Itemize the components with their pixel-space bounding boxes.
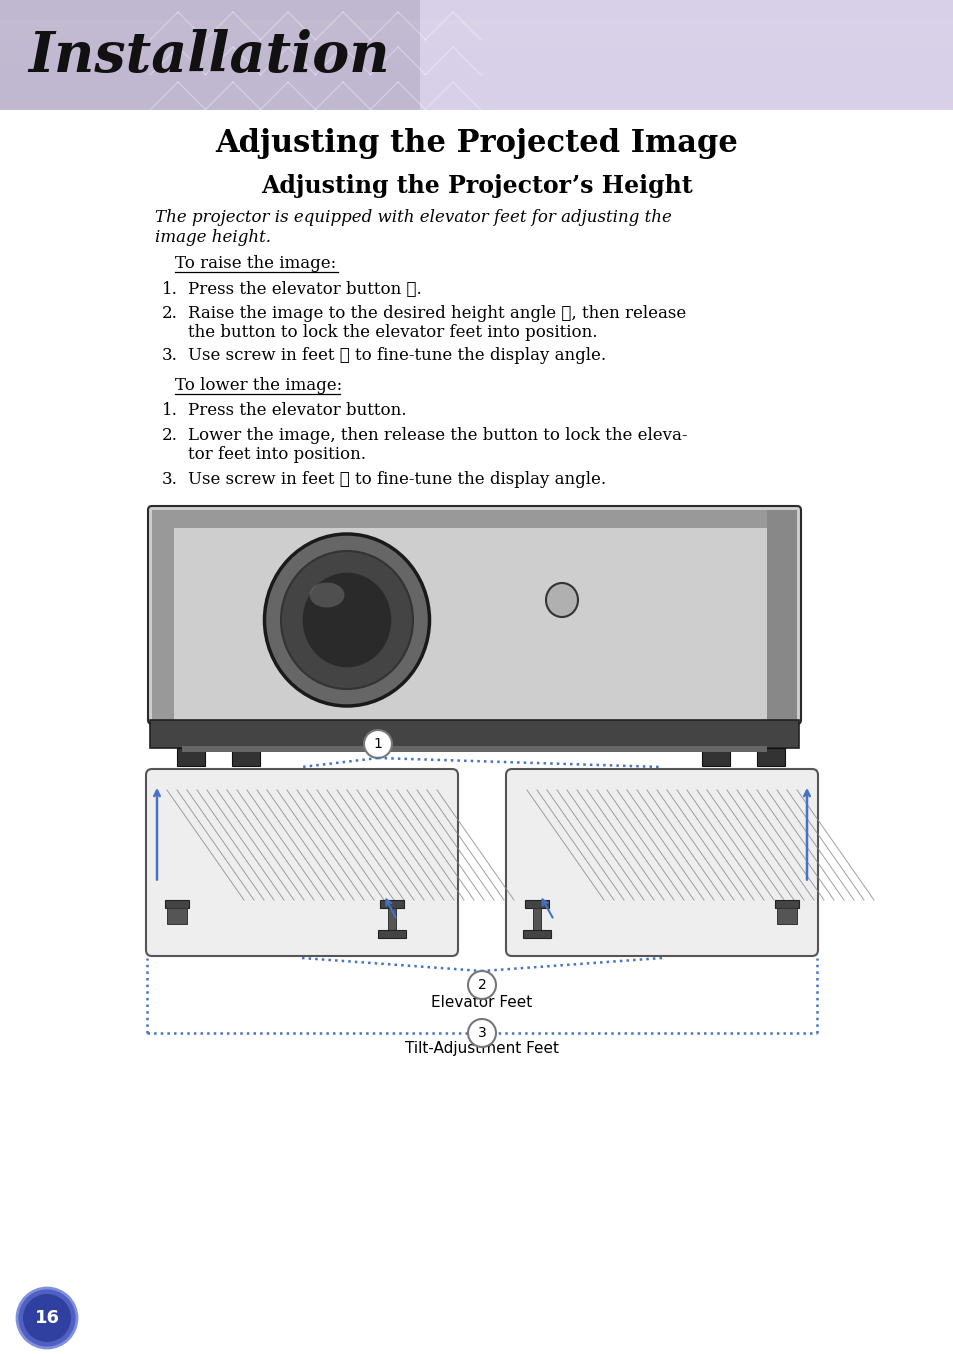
Bar bbox=[0, 43, 953, 47]
Text: image height.: image height. bbox=[154, 229, 271, 246]
Bar bbox=[0, 62, 953, 65]
Text: Elevator Button: Elevator Button bbox=[240, 737, 359, 751]
Bar bbox=[0, 32, 953, 35]
Bar bbox=[0, 107, 953, 110]
Ellipse shape bbox=[302, 571, 392, 668]
Bar bbox=[156, 510, 792, 528]
Ellipse shape bbox=[545, 584, 578, 617]
Text: Use screw in feet ❸ to fine-tune the display angle.: Use screw in feet ❸ to fine-tune the dis… bbox=[188, 471, 605, 487]
Bar bbox=[377, 930, 406, 938]
Bar bbox=[0, 77, 953, 80]
Bar bbox=[0, 26, 953, 28]
Text: Installation: Installation bbox=[28, 28, 389, 84]
Bar bbox=[701, 747, 729, 766]
Text: 2: 2 bbox=[477, 978, 486, 992]
Text: Press the elevator button.: Press the elevator button. bbox=[188, 402, 406, 418]
Text: Raise the image to the desired height angle ❷, then release: Raise the image to the desired height an… bbox=[188, 305, 685, 322]
Bar bbox=[0, 0, 419, 110]
Bar bbox=[0, 97, 953, 102]
Text: Press the elevator button ❶.: Press the elevator button ❶. bbox=[188, 282, 421, 298]
Bar bbox=[0, 56, 953, 60]
Bar bbox=[533, 909, 540, 930]
Bar bbox=[177, 747, 205, 766]
Bar bbox=[0, 102, 953, 104]
Bar bbox=[0, 47, 953, 50]
Bar bbox=[766, 510, 796, 720]
Text: Elevator Feet: Elevator Feet bbox=[431, 995, 532, 1010]
Circle shape bbox=[468, 971, 496, 999]
Bar bbox=[0, 50, 953, 53]
FancyBboxPatch shape bbox=[148, 506, 801, 724]
Bar bbox=[0, 35, 953, 38]
Bar bbox=[152, 510, 173, 720]
Text: 2.: 2. bbox=[162, 427, 177, 444]
Bar bbox=[0, 65, 953, 68]
Bar bbox=[0, 53, 953, 56]
Text: Adjusting the Projected Image: Adjusting the Projected Image bbox=[215, 129, 738, 158]
Bar bbox=[182, 746, 766, 751]
Bar bbox=[388, 909, 395, 930]
Text: 3.: 3. bbox=[162, 471, 177, 487]
Text: Tilt-Adjustment Feet: Tilt-Adjustment Feet bbox=[405, 1041, 558, 1056]
Bar bbox=[0, 104, 953, 107]
Circle shape bbox=[17, 1288, 77, 1349]
Bar bbox=[0, 95, 953, 97]
Text: tor feet into position.: tor feet into position. bbox=[188, 445, 366, 463]
Bar bbox=[0, 23, 953, 26]
Bar bbox=[0, 70, 953, 74]
Text: To raise the image:: To raise the image: bbox=[174, 255, 335, 272]
Ellipse shape bbox=[309, 582, 344, 608]
Text: 1.: 1. bbox=[162, 402, 177, 418]
Text: 3.: 3. bbox=[162, 347, 177, 364]
Circle shape bbox=[364, 730, 392, 758]
Bar bbox=[150, 720, 799, 747]
Bar bbox=[167, 909, 187, 923]
Circle shape bbox=[468, 1020, 496, 1047]
Bar bbox=[774, 900, 799, 909]
Bar bbox=[0, 68, 953, 70]
Bar bbox=[0, 41, 953, 43]
FancyBboxPatch shape bbox=[146, 769, 457, 956]
Bar bbox=[0, 80, 953, 83]
Text: Lower the image, then release the button to lock the eleva-: Lower the image, then release the button… bbox=[188, 427, 687, 444]
Bar bbox=[757, 747, 784, 766]
Text: 2.: 2. bbox=[162, 305, 177, 322]
Ellipse shape bbox=[281, 551, 413, 689]
FancyBboxPatch shape bbox=[505, 769, 817, 956]
Bar bbox=[0, 74, 953, 77]
Text: Use screw in feet ❸ to fine-tune the display angle.: Use screw in feet ❸ to fine-tune the dis… bbox=[188, 347, 605, 364]
Bar bbox=[379, 900, 403, 909]
Bar bbox=[232, 747, 260, 766]
Ellipse shape bbox=[264, 533, 429, 705]
Text: 3: 3 bbox=[477, 1026, 486, 1040]
Bar bbox=[0, 87, 953, 89]
Circle shape bbox=[23, 1294, 71, 1342]
Text: To lower the image:: To lower the image: bbox=[174, 376, 342, 394]
Bar bbox=[0, 28, 953, 32]
Bar bbox=[165, 900, 189, 909]
Bar bbox=[419, 0, 953, 110]
Bar bbox=[0, 38, 953, 41]
Bar bbox=[522, 930, 551, 938]
Bar bbox=[0, 20, 953, 23]
Text: 1: 1 bbox=[374, 737, 382, 751]
Text: 16: 16 bbox=[34, 1309, 59, 1327]
Text: 1.: 1. bbox=[162, 282, 177, 298]
Bar bbox=[524, 900, 548, 909]
Bar bbox=[0, 92, 953, 95]
Bar bbox=[0, 89, 953, 92]
Text: the button to lock the elevator feet into position.: the button to lock the elevator feet int… bbox=[188, 324, 597, 341]
Text: The projector is equipped with elevator feet for adjusting the: The projector is equipped with elevator … bbox=[154, 209, 671, 226]
Bar bbox=[0, 83, 953, 87]
Bar bbox=[0, 60, 953, 62]
Text: Adjusting the Projector’s Height: Adjusting the Projector’s Height bbox=[261, 175, 692, 198]
Bar bbox=[776, 909, 796, 923]
